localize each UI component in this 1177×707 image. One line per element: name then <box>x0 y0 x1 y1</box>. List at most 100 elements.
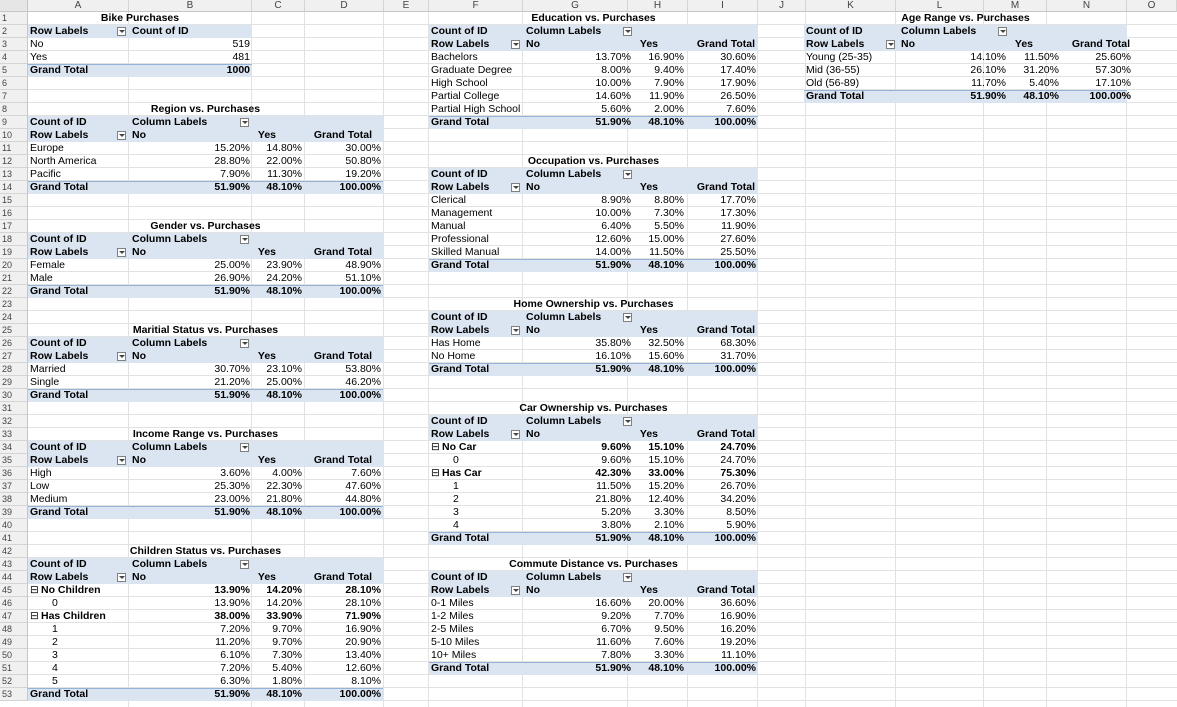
row-header-38[interactable]: 38 <box>0 493 28 506</box>
row-header-9[interactable]: 9 <box>0 116 28 129</box>
row-header-45[interactable]: 45 <box>0 584 28 597</box>
column-header-F[interactable]: F <box>429 0 523 12</box>
row-labels-filter-dropdown[interactable] <box>117 248 126 257</box>
column-labels-filter-dropdown[interactable] <box>240 339 249 348</box>
column-header-H[interactable]: H <box>628 0 688 12</box>
column-header-E[interactable]: E <box>384 0 429 12</box>
row-header-13[interactable]: 13 <box>0 168 28 181</box>
children-collapse-icon[interactable]: ⊟ <box>30 610 39 622</box>
column-header-D[interactable]: D <box>305 0 384 12</box>
row-header-27[interactable]: 27 <box>0 350 28 363</box>
row-header-26[interactable]: 26 <box>0 337 28 350</box>
row-labels-filter-dropdown[interactable] <box>511 183 520 192</box>
column-header-G[interactable]: G <box>523 0 628 12</box>
row-labels-filter-dropdown[interactable] <box>117 573 126 582</box>
row-header-42[interactable]: 42 <box>0 545 28 558</box>
children-collapse-icon[interactable]: ⊟ <box>30 584 39 596</box>
row-header-41[interactable]: 41 <box>0 532 28 545</box>
column-labels-filter-dropdown[interactable] <box>623 417 632 426</box>
column-header-J[interactable]: J <box>758 0 806 12</box>
row-header-28[interactable]: 28 <box>0 363 28 376</box>
row-header-31[interactable]: 31 <box>0 402 28 415</box>
column-labels-filter-dropdown[interactable] <box>240 443 249 452</box>
column-header-C[interactable]: C <box>252 0 305 12</box>
row-header-32[interactable]: 32 <box>0 415 28 428</box>
row-labels-filter-dropdown[interactable] <box>117 131 126 140</box>
column-header-L[interactable]: L <box>896 0 984 12</box>
column-labels-filter-dropdown[interactable] <box>240 118 249 127</box>
column-header-I[interactable]: I <box>688 0 758 12</box>
row-header-48[interactable]: 48 <box>0 623 28 636</box>
row-header-12[interactable]: 12 <box>0 155 28 168</box>
select-all-corner[interactable] <box>0 0 28 12</box>
pivot-row-yes: 9.50% <box>654 623 684 635</box>
row-header-34[interactable]: 34 <box>0 441 28 454</box>
row-header-51[interactable]: 51 <box>0 662 28 675</box>
column-labels-filter-dropdown[interactable] <box>623 573 632 582</box>
row-labels-filter-dropdown[interactable] <box>117 456 126 465</box>
column-header-M[interactable]: M <box>984 0 1047 12</box>
row-header-2[interactable]: 2 <box>0 25 28 38</box>
row-header-4[interactable]: 4 <box>0 51 28 64</box>
column-labels-filter-dropdown[interactable] <box>623 313 632 322</box>
row-header-24[interactable]: 24 <box>0 311 28 324</box>
row-header-3[interactable]: 3 <box>0 38 28 51</box>
row-header-8[interactable]: 8 <box>0 103 28 116</box>
row-header-43[interactable]: 43 <box>0 558 28 571</box>
pivot-row-no: 10.00% <box>595 207 631 219</box>
row-labels-filter-dropdown[interactable] <box>117 352 126 361</box>
row-header-11[interactable]: 11 <box>0 142 28 155</box>
car-collapse-icon[interactable]: ⊟ <box>431 441 440 453</box>
row-header-10[interactable]: 10 <box>0 129 28 142</box>
row-header-33[interactable]: 33 <box>0 428 28 441</box>
column-labels-filter-dropdown[interactable] <box>623 27 632 36</box>
car-collapse-icon[interactable]: ⊟ <box>431 467 440 479</box>
row-header-29[interactable]: 29 <box>0 376 28 389</box>
row-header-35[interactable]: 35 <box>0 454 28 467</box>
row-header-25[interactable]: 25 <box>0 324 28 337</box>
row-labels-filter-dropdown[interactable] <box>511 586 520 595</box>
column-header-N[interactable]: N <box>1047 0 1127 12</box>
column-header-A[interactable]: A <box>28 0 129 12</box>
row-header-7[interactable]: 7 <box>0 90 28 103</box>
row-labels-filter-dropdown[interactable] <box>886 40 895 49</box>
row-header-22[interactable]: 22 <box>0 285 28 298</box>
row-header-44[interactable]: 44 <box>0 571 28 584</box>
row-header-16[interactable]: 16 <box>0 207 28 220</box>
column-header-B[interactable]: B <box>129 0 252 12</box>
row-header-14[interactable]: 14 <box>0 181 28 194</box>
column-header-O[interactable]: O <box>1127 0 1177 12</box>
row-header-6[interactable]: 6 <box>0 77 28 90</box>
column-labels-filter-dropdown[interactable] <box>998 27 1007 36</box>
row-header-15[interactable]: 15 <box>0 194 28 207</box>
row-labels-filter-dropdown[interactable] <box>511 40 520 49</box>
count-of-id-label: Count of ID <box>431 311 488 323</box>
row-header-18[interactable]: 18 <box>0 233 28 246</box>
row-header-37[interactable]: 37 <box>0 480 28 493</box>
row-header-49[interactable]: 49 <box>0 636 28 649</box>
row-header-21[interactable]: 21 <box>0 272 28 285</box>
row-header-19[interactable]: 19 <box>0 246 28 259</box>
row-header-39[interactable]: 39 <box>0 506 28 519</box>
row-header-40[interactable]: 40 <box>0 519 28 532</box>
column-labels-filter-dropdown[interactable] <box>240 560 249 569</box>
row-header-20[interactable]: 20 <box>0 259 28 272</box>
row-labels-filter-dropdown[interactable] <box>511 430 520 439</box>
row-header-30[interactable]: 30 <box>0 389 28 402</box>
column-labels-filter-dropdown[interactable] <box>623 170 632 179</box>
row-labels-filter-dropdown[interactable] <box>511 326 520 335</box>
row-header-47[interactable]: 47 <box>0 610 28 623</box>
row-header-46[interactable]: 46 <box>0 597 28 610</box>
row-header-50[interactable]: 50 <box>0 649 28 662</box>
row-header-52[interactable]: 52 <box>0 675 28 688</box>
row-header-17[interactable]: 17 <box>0 220 28 233</box>
row-labels-filter-dropdown[interactable] <box>117 27 126 36</box>
row-header-36[interactable]: 36 <box>0 467 28 480</box>
row-header-53[interactable]: 53 <box>0 688 28 701</box>
row-header-1[interactable]: 1 <box>0 12 28 25</box>
row-header-5[interactable]: 5 <box>0 64 28 77</box>
column-labels-filter-dropdown[interactable] <box>240 235 249 244</box>
column-header-K[interactable]: K <box>806 0 896 12</box>
row-header-23[interactable]: 23 <box>0 298 28 311</box>
